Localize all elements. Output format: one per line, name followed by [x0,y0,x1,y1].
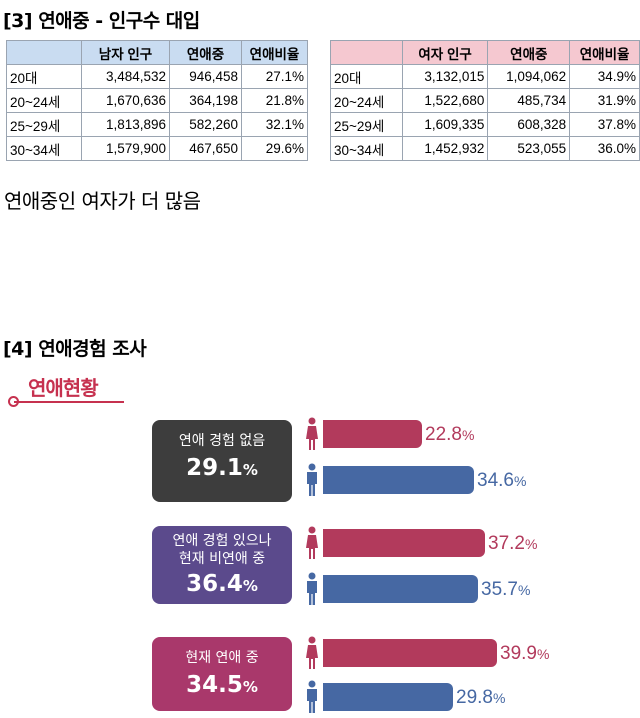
female-icon [305,636,319,670]
ratio-cell: 21.8% [241,88,308,113]
male-icon [305,572,319,606]
table-header-row: 여자 인구 연애중 연애비율 [330,40,640,65]
table-corner-cell [330,40,403,65]
table-row: 25~29세 1,609,335 608,328 37.8% [330,112,640,137]
column-header: 연애비율 [241,40,308,65]
row-label: 25~29세 [330,112,403,137]
female-value-label: 22.8% [425,424,475,445]
female-value-label: 39.9% [500,643,550,664]
male-icon [305,463,319,497]
row-label: 20~24세 [330,88,403,113]
summary-note: 연애중인 여자가 더 많음 [4,189,201,213]
dating-cell: 608,328 [487,112,571,137]
category-label: 연애 경험 없음 [178,433,266,449]
table-row: 20~24세 1,522,680 485,734 31.9% [330,88,640,113]
table-header-row: 남자 인구 연애중 연애비율 [6,40,308,65]
table-row: 30~34세 1,579,900 467,650 29.6% [6,136,308,161]
row-label: 20대 [6,64,82,89]
men-dating-table: 남자 인구 연애중 연애비율 20대 3,484,532 946,458 27.… [6,40,308,161]
column-header: 연애중 [169,40,242,65]
row-label: 20~24세 [6,88,82,113]
ratio-cell: 31.9% [569,88,640,113]
category-total: 34.5% [186,672,258,698]
dating-cell: 467,650 [169,136,242,161]
dating-cell: 364,198 [169,88,242,113]
row-label: 20대 [330,64,403,89]
title-underline [14,401,124,403]
row-label: 25~29세 [6,112,82,137]
female-bar [323,639,497,667]
female-icon [305,526,319,560]
dating-cell: 1,094,062 [487,64,571,89]
ratio-cell: 32.1% [241,112,308,137]
population-cell: 1,579,900 [81,136,170,161]
category-label: 연애 경험 있으나 [172,533,272,549]
category-label: 현재 비연애 중 [178,551,266,567]
male-bar [323,466,474,494]
ratio-cell: 37.8% [569,112,640,137]
column-header: 여자 인구 [401,40,489,65]
population-cell: 3,484,532 [81,64,170,89]
female-value-label: 37.2% [488,533,538,554]
ratio-cell: 34.9% [569,64,640,89]
ratio-cell: 36.0% [569,136,640,161]
dating-cell: 582,260 [169,112,242,137]
population-cell: 1,813,896 [81,112,170,137]
male-bar [323,575,478,603]
male-icon [305,680,319,714]
population-cell: 3,132,015 [401,64,489,89]
ratio-cell: 29.6% [241,136,308,161]
column-header: 연애비율 [569,40,640,65]
table-corner-cell [6,40,82,65]
dating-cell: 523,055 [487,136,571,161]
population-cell: 1,522,680 [401,88,489,113]
population-cell: 1,670,636 [81,88,170,113]
women-dating-table: 여자 인구 연애중 연애비율 20대 3,132,015 1,094,062 3… [330,40,640,161]
infographic-title: 연애현황 [28,376,99,400]
category-box-no-experience: 연애 경험 없음 29.1% [152,420,292,502]
population-cell: 1,452,932 [401,136,489,161]
dating-cell: 946,458 [169,64,242,89]
category-total: 29.1% [186,455,258,481]
female-bar [323,529,485,557]
row-label: 30~34세 [330,136,403,161]
table-row: 25~29세 1,813,896 582,260 32.1% [6,112,308,137]
category-box-currently-dating: 현재 연애 중 34.5% [152,637,292,711]
category-total: 36.4% [186,571,258,597]
table-row: 20대 3,484,532 946,458 27.1% [6,64,308,89]
category-label: 현재 연애 중 [185,650,259,666]
population-cell: 1,609,335 [401,112,489,137]
male-bar [323,683,453,711]
table-row: 20대 3,132,015 1,094,062 34.9% [330,64,640,89]
male-value-label: 34.6% [477,470,527,491]
row-label: 30~34세 [6,136,82,161]
female-bar [323,420,422,448]
section-4-title: [4] 연애경험 조사 [3,338,147,360]
column-header: 남자 인구 [81,40,170,65]
ratio-cell: 27.1% [241,64,308,89]
table-row: 20~24세 1,670,636 364,198 21.8% [6,88,308,113]
section-3-title: [3] 연애중 - 인구수 대입 [3,10,200,32]
column-header: 연애중 [487,40,571,65]
dating-cell: 485,734 [487,88,571,113]
category-box-past-experience: 연애 경험 있으나 현재 비연애 중 36.4% [152,526,292,604]
table-row: 30~34세 1,452,932 523,055 36.0% [330,136,640,161]
male-value-label: 35.7% [481,579,531,600]
male-value-label: 29.8% [456,687,506,708]
female-icon [305,417,319,451]
